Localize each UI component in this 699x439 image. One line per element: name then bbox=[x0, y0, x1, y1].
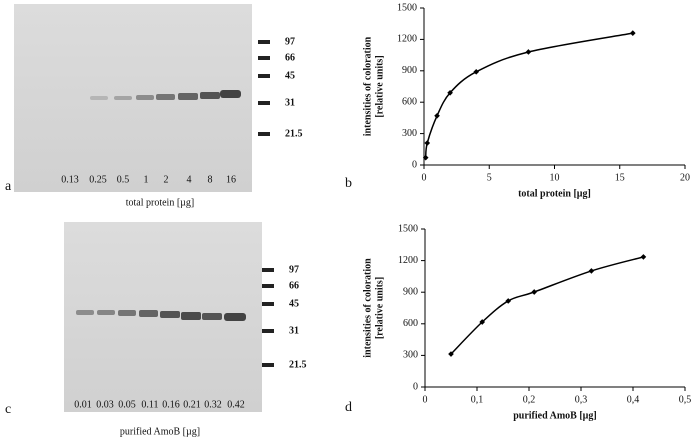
x-tick-label: 0,3 bbox=[575, 394, 588, 405]
lane-label: 0.11 bbox=[141, 399, 158, 410]
x-axis-label: purified AmoB [µg] bbox=[513, 410, 597, 421]
y-tick-label: 0 bbox=[413, 381, 418, 392]
y-tick-label: 1200 bbox=[397, 34, 417, 45]
lane-label: 4 bbox=[187, 174, 192, 185]
marker-band bbox=[262, 302, 274, 306]
gel-a-bands bbox=[90, 90, 241, 100]
x-tick-label: 10 bbox=[550, 172, 560, 183]
x-tick-label: 20 bbox=[680, 172, 690, 183]
gel-caption: purified AmoB [µg] bbox=[120, 426, 200, 437]
data-point bbox=[434, 112, 440, 119]
lane-label: 0.32 bbox=[204, 399, 222, 410]
lane-label: 0.42 bbox=[227, 399, 245, 410]
marker-band bbox=[262, 268, 274, 272]
marker-band bbox=[258, 40, 270, 44]
data-point bbox=[479, 319, 486, 325]
y-tick-label: 600 bbox=[403, 318, 418, 329]
y-tick-label: 1500 bbox=[397, 2, 417, 13]
data-point bbox=[473, 69, 480, 75]
marker-band bbox=[262, 363, 274, 367]
marker-label: 66 bbox=[289, 280, 299, 291]
marker-band bbox=[258, 101, 270, 105]
y-tick-label: 300 bbox=[402, 128, 417, 139]
fit-curve bbox=[450, 256, 644, 355]
lane-label: 1 bbox=[144, 174, 149, 185]
lane-label: 0.21 bbox=[183, 399, 201, 410]
marker-label: 31 bbox=[289, 325, 299, 336]
data-point bbox=[505, 298, 512, 304]
gel-c-bands bbox=[76, 310, 246, 321]
x-tick-label: 0,4 bbox=[627, 394, 640, 405]
marker-band bbox=[262, 329, 274, 333]
marker-label: 97 bbox=[285, 36, 295, 47]
y-tick-label: 900 bbox=[403, 286, 418, 297]
y-tick-label: 900 bbox=[402, 65, 417, 76]
lane-label: 2 bbox=[164, 174, 169, 185]
y-tick-label: 1200 bbox=[398, 255, 418, 266]
lane-label: 0.13 bbox=[61, 174, 79, 185]
panel-letter: a bbox=[5, 179, 12, 194]
lane-label: 0.01 bbox=[74, 399, 92, 410]
lane-label: 0.5 bbox=[117, 174, 130, 185]
lane-label: 0.25 bbox=[89, 174, 107, 185]
marker-band bbox=[258, 56, 270, 60]
data-point bbox=[422, 154, 429, 161]
data-point bbox=[531, 289, 538, 295]
x-tick-label: 0 bbox=[422, 172, 427, 183]
x-tick-label: 0,1 bbox=[471, 394, 484, 405]
x-tick-label: 15 bbox=[615, 172, 625, 183]
lane-label: 0.03 bbox=[96, 399, 114, 410]
data-point bbox=[447, 89, 453, 96]
marker-band bbox=[258, 132, 270, 136]
lane-label: 0.16 bbox=[162, 399, 180, 410]
data-point bbox=[525, 49, 532, 55]
y-axis-label: intensities of coloration bbox=[362, 258, 373, 358]
x-tick-label: 0 bbox=[423, 394, 428, 405]
data-point bbox=[588, 268, 595, 274]
marker-label: 66 bbox=[285, 52, 295, 63]
marker-band bbox=[262, 284, 274, 288]
data-point bbox=[424, 140, 431, 146]
marker-label: 21.5 bbox=[289, 359, 307, 370]
panel-letter: c bbox=[5, 402, 11, 417]
marker-label: 45 bbox=[285, 70, 295, 81]
data-point bbox=[640, 254, 647, 260]
x-tick-label: 5 bbox=[487, 172, 492, 183]
data-point bbox=[448, 351, 454, 357]
marker-label: 21.5 bbox=[285, 128, 303, 139]
y-axis-label: [relative units] bbox=[374, 55, 385, 117]
marker-label: 45 bbox=[289, 298, 299, 309]
y-axis-label: [relative units] bbox=[374, 277, 385, 339]
data-point bbox=[629, 30, 636, 36]
lane-label: 16 bbox=[226, 174, 236, 185]
panel-letter: d bbox=[345, 400, 352, 415]
y-axis-label: intensities of coloration bbox=[362, 36, 373, 136]
panel-letter: b bbox=[345, 176, 352, 191]
y-tick-label: 1500 bbox=[398, 223, 418, 234]
marker-label: 31 bbox=[285, 97, 295, 108]
lane-label: 8 bbox=[208, 174, 213, 185]
y-tick-label: 600 bbox=[402, 96, 417, 107]
marker-label: 97 bbox=[289, 264, 299, 275]
y-tick-label: 300 bbox=[403, 350, 418, 361]
marker-band bbox=[258, 74, 270, 78]
x-tick-label: 0,5 bbox=[679, 394, 692, 405]
lane-label: 0.05 bbox=[118, 399, 136, 410]
x-tick-label: 0,2 bbox=[523, 394, 536, 405]
gel-caption: total protein [µg] bbox=[126, 197, 195, 208]
y-tick-label: 0 bbox=[412, 159, 417, 170]
x-axis-label: total protein [µg] bbox=[518, 188, 591, 199]
